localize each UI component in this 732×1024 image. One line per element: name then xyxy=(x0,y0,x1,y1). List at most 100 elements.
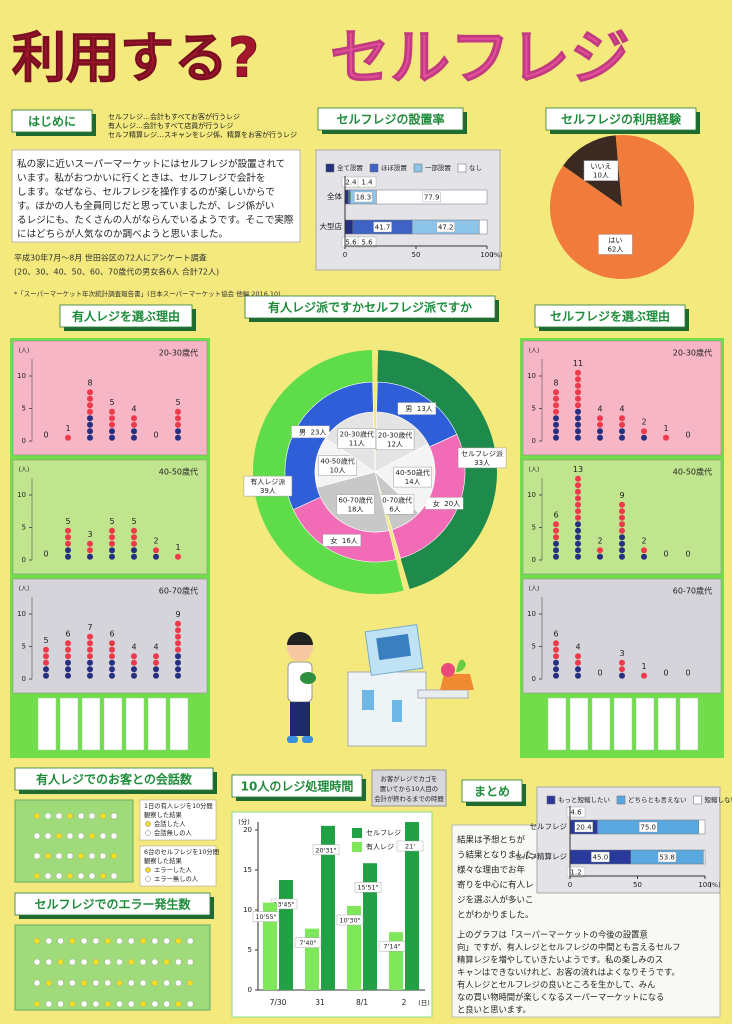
tally-dot xyxy=(55,872,63,880)
dot xyxy=(641,553,647,560)
label-name: 有人レジ派 xyxy=(250,477,285,486)
bar-segment xyxy=(478,219,488,235)
legend-swatch xyxy=(616,795,626,805)
bar-segment xyxy=(348,189,351,205)
value-label-box xyxy=(312,844,340,856)
legend-swatch xyxy=(352,842,362,852)
dot xyxy=(175,620,181,627)
value-label-box xyxy=(574,821,593,833)
dot xyxy=(553,527,559,534)
dot xyxy=(65,666,71,673)
dot xyxy=(553,428,559,435)
tally-dot xyxy=(77,832,85,840)
panel-label: 20-30歳代 xyxy=(159,348,198,358)
dot xyxy=(575,659,581,666)
note-box xyxy=(139,845,217,887)
tally-dot xyxy=(55,852,63,860)
x-tick-label: 2 xyxy=(402,998,407,1007)
label-name: いいえ xyxy=(591,163,612,171)
label-box xyxy=(318,455,357,476)
value-label-box xyxy=(436,221,455,233)
dot xyxy=(131,672,137,679)
dot xyxy=(575,395,581,402)
label-value: 20人 xyxy=(444,500,460,508)
value-label: 0 xyxy=(685,550,690,559)
dot xyxy=(109,408,115,415)
dot xyxy=(65,527,71,534)
dot xyxy=(575,653,581,660)
value-label: 0 xyxy=(685,669,690,678)
tally-dot xyxy=(88,872,96,880)
reason-card xyxy=(81,697,101,751)
y-tick-label: 0 xyxy=(532,556,536,564)
panel-label: 60-70歳代 xyxy=(159,586,198,596)
tally-dot xyxy=(116,958,123,966)
tally-dot xyxy=(187,979,194,987)
dot xyxy=(575,382,581,389)
dot-stack xyxy=(43,646,49,679)
tally-dot xyxy=(104,937,111,945)
value-label: 5 xyxy=(109,517,114,526)
dot xyxy=(619,540,625,547)
legend-label: セルフレジ xyxy=(366,829,401,837)
dot xyxy=(153,553,159,560)
x-tick-label: 50 xyxy=(633,881,642,889)
dot xyxy=(153,666,159,673)
note-text: エラー無しの人 xyxy=(154,874,199,883)
y-tick-label: 0 xyxy=(22,556,26,564)
heading-box xyxy=(14,767,214,791)
intro-text: 私の家に近いスーパーマーケットにはセルフレジが設置されて xyxy=(17,158,285,170)
value-label: 4 xyxy=(153,643,158,652)
dot xyxy=(87,408,93,415)
label-value: 12人 xyxy=(387,441,403,449)
dot-stack xyxy=(575,369,581,441)
tally-dot xyxy=(104,958,111,966)
dot xyxy=(619,547,625,554)
legend-label: 有人レジ xyxy=(366,842,394,851)
value-label: 7'14" xyxy=(383,943,400,951)
value-label-box xyxy=(373,221,392,233)
tally-dot xyxy=(77,852,85,860)
value-label: 5 xyxy=(109,398,114,407)
unit: (%) xyxy=(491,251,502,259)
intro-text: します。なぜなら、セルフレジを操作するのが楽しいからで xyxy=(17,186,275,198)
bar xyxy=(321,825,335,990)
dot xyxy=(87,402,93,409)
dot xyxy=(87,540,93,547)
note-text: 1日の有人レジを10分間 xyxy=(144,801,213,810)
tally-dot xyxy=(66,832,74,840)
value-label: 8 xyxy=(553,379,558,388)
dot xyxy=(175,434,181,441)
tally-dot xyxy=(139,958,147,966)
bar-segment xyxy=(698,819,706,835)
tally-dot xyxy=(77,872,85,880)
label-name: 女 xyxy=(433,499,440,508)
dot xyxy=(153,653,159,660)
tally-dot xyxy=(99,852,107,860)
heading: 有人レジ派ですかセルフレジ派ですか xyxy=(268,300,472,315)
value-label: 8 xyxy=(87,379,92,388)
tally-dot xyxy=(45,937,52,945)
legend-label: なし xyxy=(469,164,482,172)
label-value: 18人 xyxy=(348,506,364,514)
tally-dot xyxy=(163,937,170,945)
y-tick-label: 0 xyxy=(248,986,252,994)
basket xyxy=(300,672,316,684)
unit: (人) xyxy=(529,348,540,355)
label-name: 60-70歳代 xyxy=(378,495,412,504)
tally-dot xyxy=(33,852,41,860)
dot xyxy=(553,659,559,666)
dot xyxy=(87,640,93,647)
kiosk-slot xyxy=(392,700,402,722)
dot xyxy=(43,659,49,666)
tally-dot xyxy=(69,958,76,966)
dot xyxy=(597,434,603,441)
value-label: 20'31" xyxy=(315,846,336,854)
note: *「スーパーマーケット年次統計調査報告書」(日本スーパーマーケット協会 他編 2… xyxy=(14,289,281,298)
tally-dot xyxy=(104,979,111,987)
value-label: 1 xyxy=(663,424,668,433)
note-text: 観察した結果 xyxy=(144,856,182,865)
dot xyxy=(109,547,115,554)
unit: (人) xyxy=(19,348,30,355)
dot xyxy=(619,501,625,508)
